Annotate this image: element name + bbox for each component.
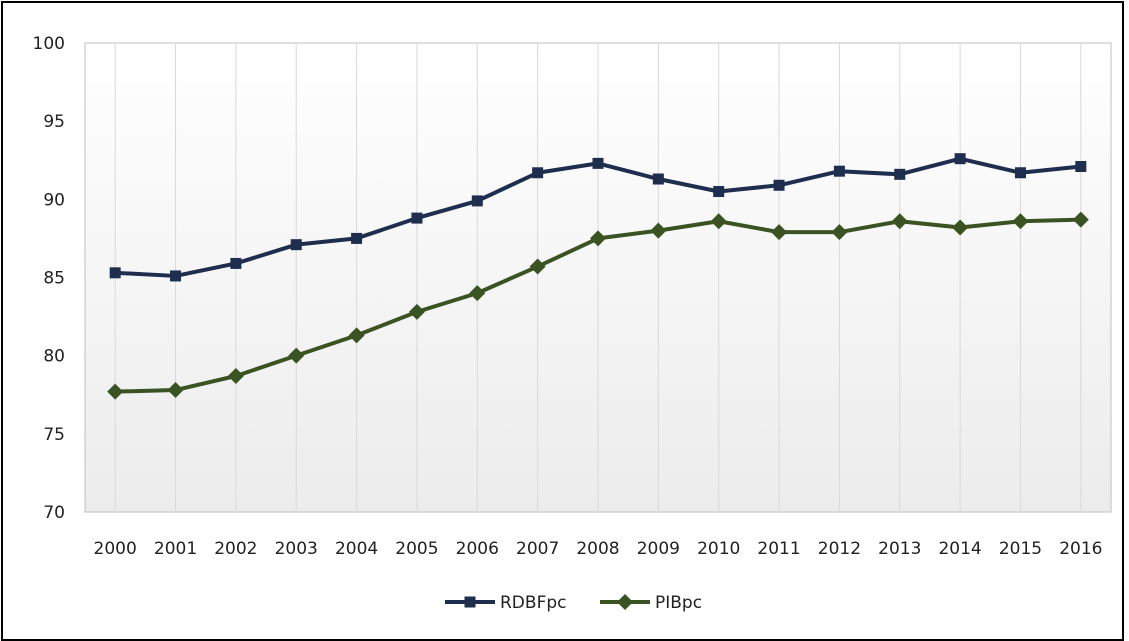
data-point-PIBpc-2004	[348, 327, 365, 344]
x-tick-label: 2016	[1059, 539, 1102, 559]
x-tick-label: 2011	[757, 539, 800, 559]
data-point-RDBFpc-2005	[411, 212, 423, 224]
series-PIBpc	[107, 211, 1089, 400]
data-point-PIBpc-2001	[167, 382, 184, 399]
data-point-RDBFpc-2015	[1014, 167, 1026, 179]
y-tick-label: 75	[43, 425, 65, 445]
x-tick-label: 2003	[275, 539, 318, 559]
data-point-PIBpc-2000	[107, 383, 124, 400]
y-tick-label: 80	[43, 347, 65, 367]
y-tick-label: 85	[43, 269, 65, 289]
data-point-RDBFpc-2009	[652, 173, 664, 185]
line-chart: 70 75 80 85 90 95 100 2000 2001 2002 2003 2004 2005…	[33, 34, 1112, 613]
x-tick-label: 2006	[456, 539, 499, 559]
x-axis: 2000 2001 2002 2003 2004 2005 2006 2007 2008 2009…	[94, 539, 1103, 559]
legend: RDBFpc PIBpc	[445, 593, 702, 613]
data-point-PIBpc-2012	[831, 224, 848, 241]
x-tick-label: 2012	[818, 539, 861, 559]
data-point-PIBpc-2008	[590, 230, 606, 247]
y-tick-label: 95	[43, 112, 65, 132]
data-point-PIBpc-2003	[288, 347, 305, 364]
grid-lines	[114, 43, 1082, 512]
data-point-PIBpc-2016	[1072, 211, 1089, 228]
y-axis: 70 75 80 85 90 95 100	[33, 34, 65, 523]
data-point-RDBFpc-2004	[351, 232, 363, 244]
data-point-RDBFpc-2002	[230, 257, 242, 269]
legend-marker-RDBFpc	[464, 596, 476, 608]
x-tick-label: 2007	[516, 539, 559, 559]
x-tick-label: 2000	[94, 539, 137, 559]
data-point-RDBFpc-2003	[290, 239, 302, 251]
legend-item-RDBFpc: RDBFpc	[445, 593, 566, 613]
legend-label: RDBFpc	[500, 593, 566, 613]
legend-marker-PIBpc	[617, 594, 633, 610]
data-point-PIBpc-2006	[469, 285, 486, 302]
data-point-RDBFpc-2016	[1075, 161, 1087, 173]
data-point-PIBpc-2009	[650, 222, 667, 239]
y-tick-label: 70	[43, 503, 65, 523]
x-tick-label: 2014	[938, 539, 981, 559]
data-point-PIBpc-2011	[771, 224, 788, 241]
data-point-RDBFpc-2013	[894, 168, 906, 180]
legend-label: PIBpc	[655, 593, 702, 613]
data-point-PIBpc-2007	[529, 258, 546, 275]
x-tick-label: 2009	[637, 539, 680, 559]
x-tick-label: 2015	[999, 539, 1042, 559]
x-tick-label: 2004	[335, 539, 378, 559]
data-point-PIBpc-2005	[408, 303, 425, 320]
series-RDBFpc	[109, 153, 1087, 282]
data-point-RDBFpc-2001	[170, 270, 182, 282]
data-point-RDBFpc-2007	[532, 167, 544, 179]
data-point-RDBFpc-2000	[109, 267, 121, 279]
legend-item-PIBpc: PIBpc	[600, 593, 702, 613]
x-tick-label: 2010	[697, 539, 740, 559]
data-point-RDBFpc-2012	[833, 165, 845, 177]
y-tick-label: 100	[33, 34, 65, 54]
series-group	[107, 153, 1089, 400]
y-tick-label: 90	[43, 190, 65, 210]
x-tick-label: 2008	[576, 539, 619, 559]
x-tick-label: 2001	[154, 539, 197, 559]
data-point-RDBFpc-2010	[713, 186, 725, 198]
data-point-PIBpc-2014	[952, 219, 969, 236]
data-point-RDBFpc-2011	[773, 179, 785, 191]
data-point-RDBFpc-2014	[954, 153, 966, 165]
data-point-PIBpc-2002	[227, 367, 244, 384]
x-tick-label: 2013	[878, 539, 921, 559]
data-point-PIBpc-2015	[1012, 213, 1029, 230]
data-point-PIBpc-2010	[710, 213, 727, 230]
data-point-RDBFpc-2008	[592, 157, 604, 169]
x-tick-label: 2005	[395, 539, 438, 559]
data-point-PIBpc-2013	[891, 213, 908, 230]
data-point-RDBFpc-2006	[471, 195, 483, 207]
x-tick-label: 2002	[214, 539, 257, 559]
